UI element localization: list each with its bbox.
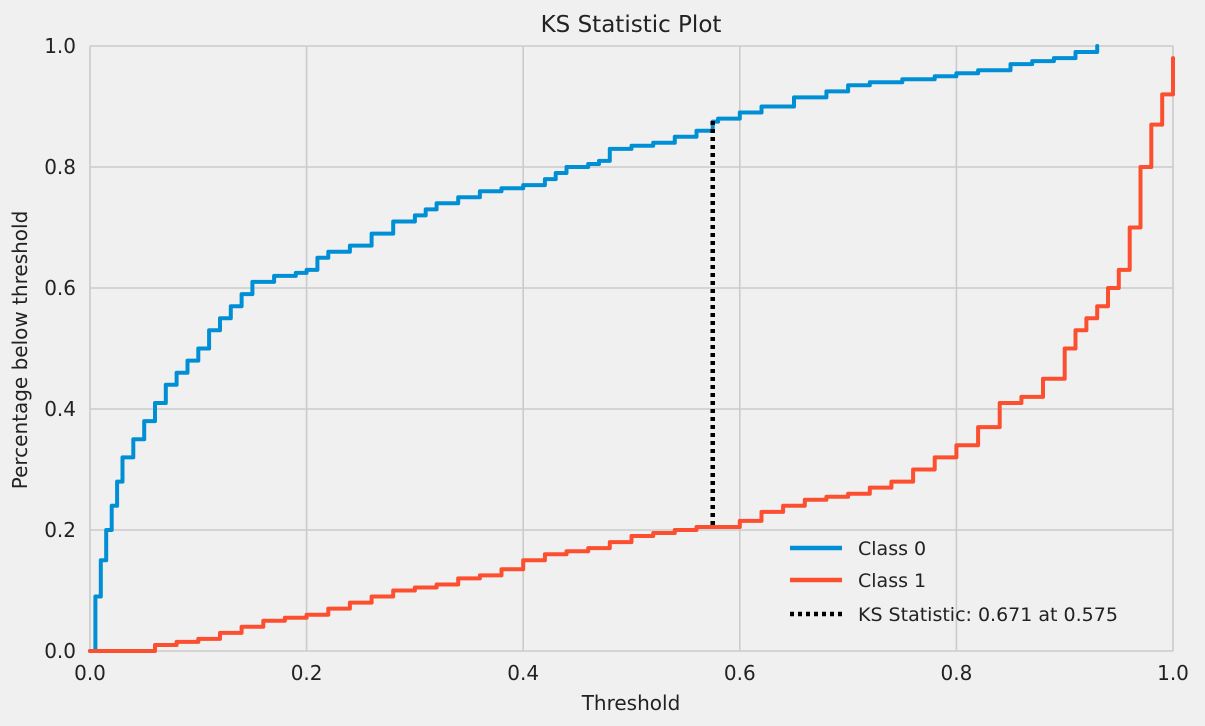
y-axis-label: Percentage below threshold [8, 211, 32, 490]
y-tick-label-1: 0.2 [44, 518, 76, 542]
x-tick-label-0: 0.0 [74, 661, 106, 685]
x-tick-label-4: 0.8 [940, 661, 972, 685]
y-tick-label-3: 0.6 [44, 276, 76, 300]
legend-label-class-1: Class 1 [858, 570, 926, 592]
grid-lines [89, 45, 1174, 652]
series-lines [88, 44, 1175, 653]
legend-label-class-0: Class 0 [858, 538, 926, 560]
legend-label-ks-statistic: KS Statistic: 0.671 at 0.575 [858, 604, 1118, 626]
x-axis-label: Threshold [581, 691, 681, 715]
x-tick-label-1: 0.2 [291, 661, 323, 685]
y-tick-label-4: 0.8 [44, 155, 76, 179]
x-tick-label-2: 0.4 [507, 661, 539, 685]
x-tick-label-3: 0.6 [724, 661, 756, 685]
y-tick-label-2: 0.4 [44, 397, 76, 421]
chart-title: KS Statistic Plot [541, 12, 722, 38]
tick-labels: 0.0 0.2 0.4 0.6 0.8 1.0 0.0 0.2 0.4 0.6 0.8 1.0 [44, 34, 1189, 685]
y-tick-label-0: 0.0 [44, 639, 76, 663]
series-line-class-0 [88, 44, 1100, 653]
plot-area [90, 46, 1173, 651]
series-line-class-1 [88, 56, 1175, 653]
x-tick-label-5: 1.0 [1157, 661, 1189, 685]
legend: Class 0 Class 1 KS Statistic: 0.671 at 0… [790, 538, 1118, 626]
y-tick-label-5: 1.0 [44, 34, 76, 58]
